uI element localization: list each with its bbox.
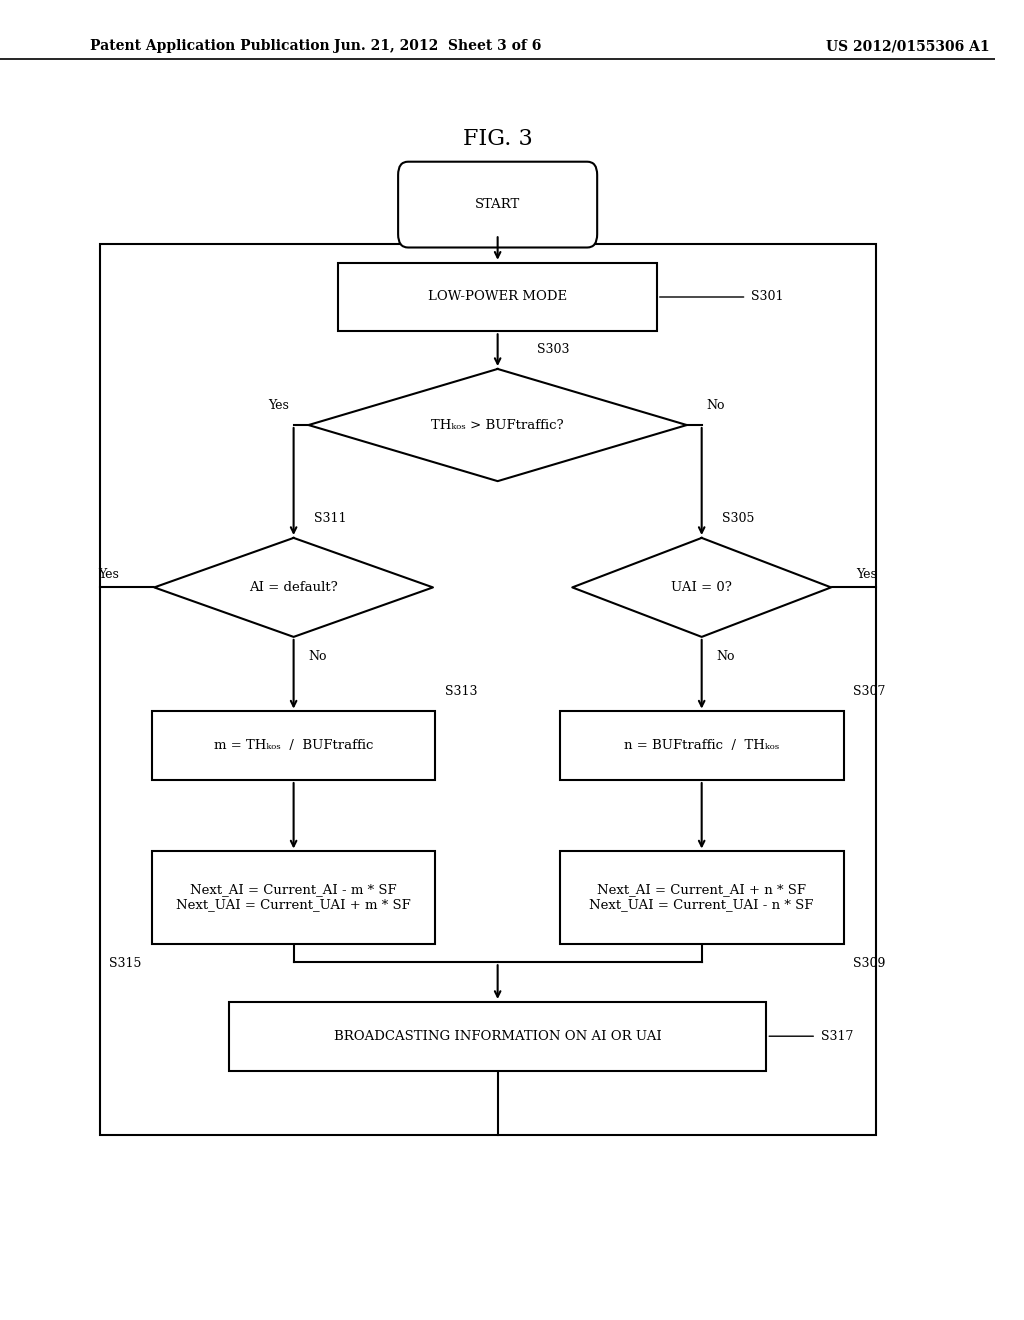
Bar — [229, 1002, 766, 1071]
Text: S315: S315 — [110, 957, 142, 970]
Text: S301: S301 — [752, 290, 784, 304]
Text: S309: S309 — [853, 957, 886, 970]
Text: BROADCASTING INFORMATION ON AI OR UAI: BROADCASTING INFORMATION ON AI OR UAI — [334, 1030, 662, 1043]
Text: Next_AI = Current_AI + n * SF
Next_UAI = Current_UAI - n * SF: Next_AI = Current_AI + n * SF Next_UAI =… — [590, 883, 814, 912]
Text: AI = default?: AI = default? — [249, 581, 338, 594]
Text: S317: S317 — [821, 1030, 853, 1043]
Text: n = BUFtraffic  /  THₖₒₛ: n = BUFtraffic / THₖₒₛ — [624, 739, 779, 752]
Bar — [152, 851, 435, 944]
Text: Yes: Yes — [98, 568, 120, 581]
Text: Yes: Yes — [267, 399, 289, 412]
Text: S307: S307 — [853, 685, 886, 698]
Text: Yes: Yes — [856, 568, 877, 581]
Bar — [560, 851, 844, 944]
Text: START: START — [475, 198, 520, 211]
Polygon shape — [308, 368, 687, 480]
Text: No: No — [308, 651, 327, 663]
Text: m = THₖₒₛ  /  BUFtraffic: m = THₖₒₛ / BUFtraffic — [214, 739, 374, 752]
Text: UAI = 0?: UAI = 0? — [672, 581, 732, 594]
Text: S313: S313 — [445, 685, 478, 698]
Text: No: No — [707, 399, 725, 412]
Text: S305: S305 — [722, 512, 754, 524]
Bar — [152, 711, 435, 780]
Bar — [99, 244, 876, 1135]
Text: FIG. 3: FIG. 3 — [463, 128, 532, 149]
Text: THₖₒₛ > BUFtraffic?: THₖₒₛ > BUFtraffic? — [431, 418, 564, 432]
Polygon shape — [572, 539, 831, 636]
Text: US 2012/0155306 A1: US 2012/0155306 A1 — [826, 40, 990, 53]
Text: S311: S311 — [313, 512, 346, 524]
Polygon shape — [155, 539, 433, 636]
Text: S303: S303 — [538, 343, 570, 355]
Text: No: No — [717, 651, 735, 663]
Text: Patent Application Publication: Patent Application Publication — [89, 40, 329, 53]
Text: Next_AI = Current_AI - m * SF
Next_UAI = Current_UAI + m * SF: Next_AI = Current_AI - m * SF Next_UAI =… — [176, 883, 411, 912]
Text: LOW-POWER MODE: LOW-POWER MODE — [428, 290, 567, 304]
Text: Jun. 21, 2012  Sheet 3 of 6: Jun. 21, 2012 Sheet 3 of 6 — [334, 40, 542, 53]
Bar — [560, 711, 844, 780]
Bar — [338, 263, 656, 331]
FancyBboxPatch shape — [398, 162, 597, 248]
